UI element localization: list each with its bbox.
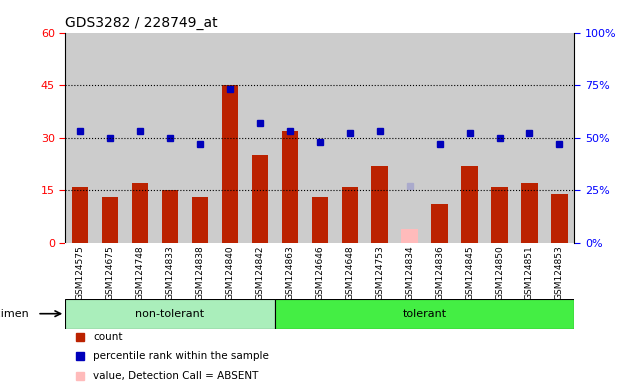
Bar [185,33,215,243]
Text: GSM124842: GSM124842 [255,245,265,300]
Bar [72,187,88,243]
Bar [215,33,245,243]
Bar [132,183,148,243]
Text: GSM124850: GSM124850 [495,245,504,300]
Bar [65,298,275,329]
Bar [395,33,425,243]
Bar [371,166,388,243]
Text: non-tolerant: non-tolerant [135,309,204,319]
Bar [275,298,574,329]
Text: GSM124575: GSM124575 [76,245,84,300]
Bar [342,187,358,243]
Text: count: count [93,331,123,341]
Text: GSM124675: GSM124675 [106,245,115,300]
Text: GDS3282 / 228749_at: GDS3282 / 228749_at [65,16,218,30]
Bar [484,33,515,243]
Text: GSM124753: GSM124753 [375,245,384,300]
Text: GSM124853: GSM124853 [555,245,564,300]
Bar [245,33,275,243]
Text: GSM124845: GSM124845 [465,245,474,300]
Text: GSM124851: GSM124851 [525,245,534,300]
Bar [521,183,538,243]
Bar [102,197,119,243]
Text: GSM124838: GSM124838 [196,245,204,300]
Text: GSM124834: GSM124834 [405,245,414,300]
Text: GSM124840: GSM124840 [225,245,235,300]
Bar [155,33,185,243]
Bar [461,166,478,243]
Text: GSM124836: GSM124836 [435,245,444,300]
Bar [282,131,298,243]
Text: GSM124863: GSM124863 [286,245,294,300]
Bar [65,33,95,243]
Bar [455,33,484,243]
Bar [335,33,365,243]
Bar [95,33,125,243]
Bar [222,85,238,243]
Bar [545,33,574,243]
Text: percentile rank within the sample: percentile rank within the sample [93,351,269,361]
Bar [192,197,208,243]
Bar [275,33,305,243]
Bar [312,197,328,243]
Bar [305,33,335,243]
Text: GSM124646: GSM124646 [315,245,324,300]
Text: GSM124648: GSM124648 [345,245,354,300]
Bar [491,187,508,243]
Bar [125,33,155,243]
Bar [162,190,178,243]
Bar [401,228,418,243]
Bar [365,33,395,243]
Bar [432,204,448,243]
Bar [252,155,268,243]
Text: specimen: specimen [0,309,30,319]
Bar [425,33,455,243]
Bar [515,33,545,243]
Text: value, Detection Call = ABSENT: value, Detection Call = ABSENT [93,371,258,381]
Bar [551,194,568,243]
Text: tolerant: tolerant [402,309,446,319]
Text: GSM124833: GSM124833 [166,245,175,300]
Text: GSM124748: GSM124748 [135,245,145,300]
